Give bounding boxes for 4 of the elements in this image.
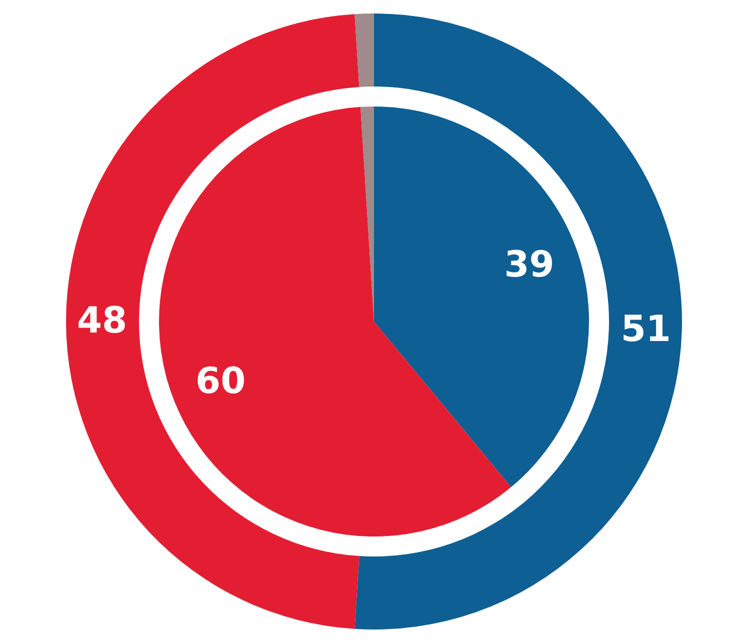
data-label: 60: [196, 361, 246, 402]
data-label: 51: [620, 309, 671, 350]
data-label: 39: [504, 244, 554, 286]
data-label: 48: [76, 300, 128, 342]
